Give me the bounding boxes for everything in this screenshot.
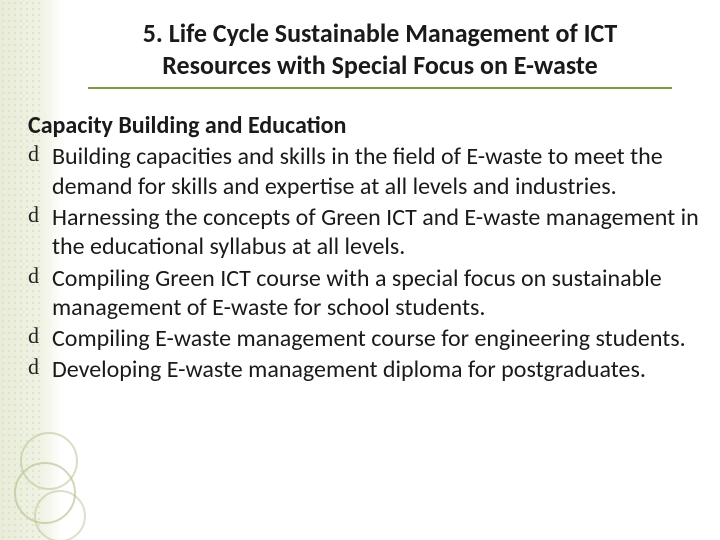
list-item-text: Compiling E-waste management course for … — [52, 324, 686, 353]
list-item-text: Developing E-waste management diploma fo… — [52, 355, 646, 384]
list-item: d Harnessing the concepts of Green ICT a… — [28, 203, 702, 262]
list-item-text: Building capacities and skills in the fi… — [52, 142, 663, 200]
bullet-list: d Building capacities and skills in the … — [28, 142, 702, 384]
bullet-glyph-icon: d — [28, 264, 39, 288]
list-item-text: Harnessing the concepts of Green ICT and… — [52, 203, 699, 261]
slide-title: 5. Life Cycle Sustainable Management of … — [88, 18, 672, 89]
bullet-glyph-icon: d — [28, 142, 39, 166]
list-item-text: Compiling Green ICT course with a specia… — [52, 264, 662, 322]
slide-subheading: Capacity Building and Education — [28, 111, 702, 140]
list-item: d Compiling Green ICT course with a spec… — [28, 264, 702, 323]
bullet-glyph-icon: d — [28, 355, 39, 379]
bullet-glyph-icon: d — [28, 324, 39, 348]
bullet-glyph-icon: d — [28, 203, 39, 227]
slide-content: 5. Life Cycle Sustainable Management of … — [0, 0, 720, 540]
list-item: d Building capacities and skills in the … — [28, 142, 702, 201]
list-item: d Developing E-waste management diploma … — [28, 355, 702, 384]
list-item: d Compiling E-waste management course fo… — [28, 324, 702, 353]
